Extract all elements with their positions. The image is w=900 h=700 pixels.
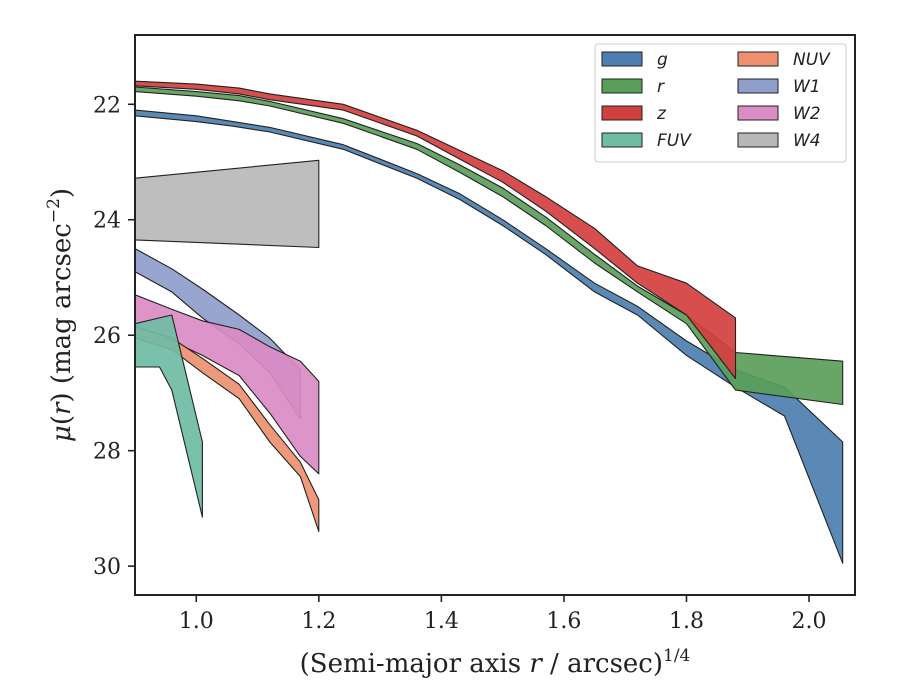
x-tick-label: 1.6 (546, 609, 581, 634)
y-tick-label: 22 (93, 93, 121, 118)
band-fuv (135, 314, 203, 518)
legend-label-fuv: FUV (657, 131, 692, 151)
y-axis-label-close: ) (47, 188, 77, 198)
legend-swatch (601, 51, 643, 67)
band-layer (135, 80, 844, 564)
y-tick-label: 26 (93, 324, 121, 349)
legend-label-nuv: NUV (793, 50, 831, 70)
legend-label-r: r (657, 77, 665, 97)
x-axis-label-part-1: (Semi-major axis (300, 649, 530, 679)
y-axis-ticks: 22 24 26 28 30 (93, 93, 135, 580)
legend-frame (594, 43, 847, 163)
y-axis-label-variable: r (47, 401, 77, 415)
legend-label-z: z (656, 104, 667, 124)
legend-label-w2: W2 (793, 104, 821, 124)
x-axis-label-variable: r (529, 649, 543, 679)
plot-frame (134, 34, 856, 596)
band-w4 (135, 159, 320, 249)
legend-swatch (737, 132, 779, 148)
legend-label-w4: W4 (793, 131, 821, 151)
y-axis-label-exponent: −2 (44, 198, 64, 223)
band-g (135, 109, 844, 564)
legend-swatch (601, 78, 643, 94)
x-tick-label: 1.4 (424, 609, 459, 634)
legend: grz FUV NUV W1 W2 W4 (594, 43, 847, 163)
legend-label-w1: W1 (793, 77, 821, 97)
x-tick-label: 1.0 (179, 609, 214, 634)
y-axis-label-open: ( (47, 415, 77, 425)
legend-swatch (601, 132, 643, 148)
legend-swatch (737, 105, 779, 121)
legend-swatch (601, 105, 643, 121)
band-z (135, 80, 737, 380)
legend-swatch (737, 51, 779, 67)
x-tick-label: 2.0 (792, 609, 827, 634)
y-tick-label: 24 (93, 209, 121, 234)
y-tick-label: 28 (93, 440, 121, 465)
x-axis-label-exponent: 1/4 (663, 646, 690, 666)
y-axis-label-symbol: μ (47, 425, 77, 442)
y-axis-label-unit: ) (mag arcsec (47, 223, 77, 402)
legend-label-g: g (657, 50, 668, 70)
x-axis-label-part-2: / arcsec) (542, 649, 663, 679)
band-r (135, 86, 844, 406)
y-tick-label: 30 (93, 555, 121, 580)
legend-swatch (737, 78, 779, 94)
y-axis-label: μ(r) (mag arcsec−2) (44, 188, 77, 442)
x-tick-label: 1.2 (301, 609, 336, 634)
x-axis-label: (Semi-major axis r / arcsec)1/4 (300, 646, 691, 679)
x-axis-ticks: 1.0 1.2 1.4 1.6 1.8 2.0 (179, 595, 827, 634)
x-tick-label: 1.8 (669, 609, 704, 634)
